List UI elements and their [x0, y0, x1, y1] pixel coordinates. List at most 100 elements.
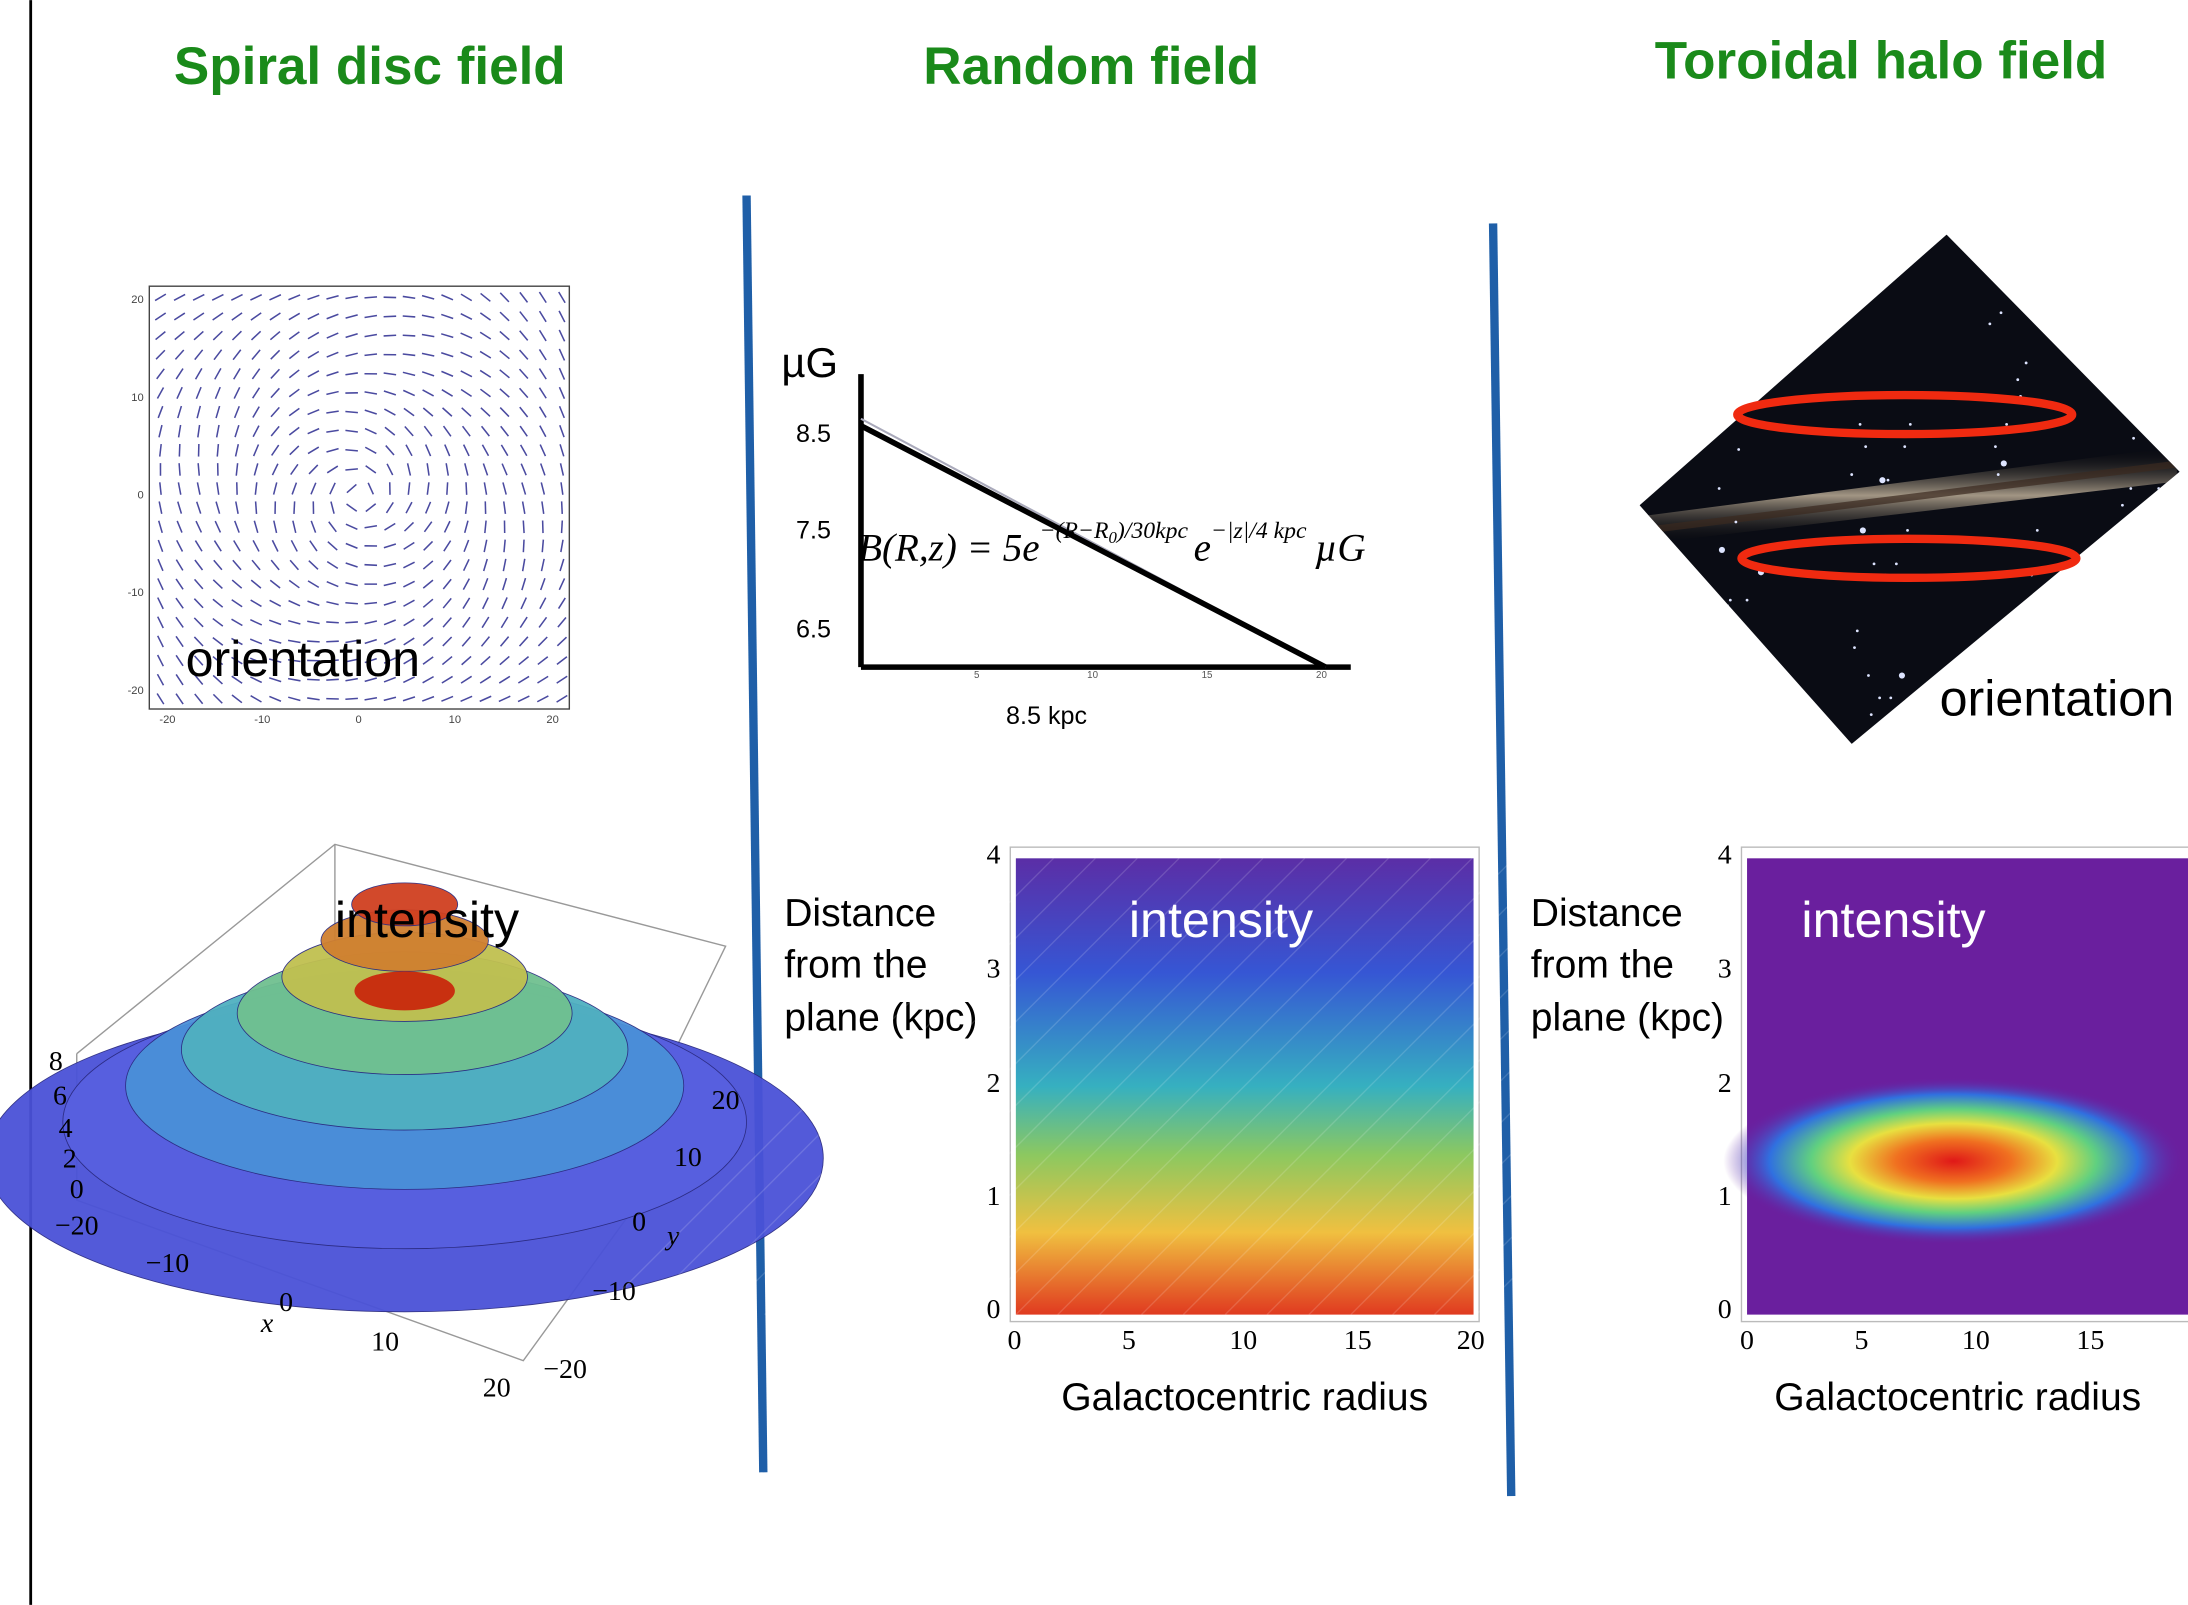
field-arrow — [560, 444, 564, 456]
star — [1909, 423, 1912, 426]
field-arrow — [423, 677, 434, 683]
field-arrow — [196, 521, 201, 532]
field-arrow — [540, 407, 546, 418]
star — [1738, 686, 1744, 692]
field-arrow — [327, 372, 339, 376]
field-arrow — [159, 501, 162, 513]
field-arrow — [158, 636, 164, 647]
field-arrow — [289, 370, 299, 378]
star — [1878, 696, 1881, 699]
field-arrow — [255, 482, 256, 494]
z-tick-label: 4 — [59, 1113, 73, 1144]
plot-label: intensity — [1801, 892, 1986, 948]
field-arrow — [464, 559, 469, 570]
field-arrow — [502, 464, 507, 476]
field-arrow — [293, 521, 296, 533]
field-arrow — [194, 331, 203, 339]
field-arrow — [426, 445, 431, 457]
field-arrow — [557, 696, 568, 703]
star — [1906, 529, 1909, 532]
field-arrow — [423, 618, 433, 626]
field-arrow — [442, 676, 453, 683]
x-tick-label: 5 — [974, 670, 980, 681]
field-arrow — [158, 578, 163, 589]
field-arrow — [499, 696, 510, 701]
field-arrow — [156, 350, 165, 359]
field-arrow — [326, 392, 338, 395]
field-arrow — [272, 464, 277, 475]
field-arrow — [403, 390, 414, 395]
field-arrow — [481, 637, 489, 647]
field-arrow — [197, 406, 200, 418]
star — [2040, 728, 2046, 734]
field-arrow — [481, 656, 490, 664]
field-arrow — [160, 482, 161, 494]
field-arrow — [539, 292, 546, 303]
star — [2025, 362, 2028, 365]
field-arrow — [195, 579, 203, 588]
field-arrow — [502, 597, 507, 608]
field-arrow — [445, 445, 450, 457]
y-tick-label: 0 — [1718, 1294, 1732, 1325]
field-arrow — [270, 313, 280, 320]
field-arrow — [326, 449, 338, 452]
field-arrow — [179, 463, 180, 476]
x-tick-label: 0 — [1740, 1325, 1754, 1356]
field-arrow — [424, 541, 433, 550]
field-arrow — [463, 579, 469, 590]
field-arrow — [179, 425, 181, 437]
field-arrow — [308, 352, 319, 358]
divider — [1493, 223, 1511, 1496]
field-arrow — [500, 312, 509, 321]
star — [1850, 473, 1853, 476]
unit-label: µG — [781, 339, 838, 386]
field-arrow — [329, 522, 337, 532]
star — [1757, 655, 1760, 658]
field-arrow — [326, 411, 338, 413]
field-arrow — [500, 656, 509, 664]
field-arrow — [404, 543, 415, 550]
field-arrow — [483, 598, 489, 609]
field-arrow — [484, 559, 488, 571]
plot-label: intensity — [335, 892, 520, 948]
field-arrow — [483, 463, 487, 475]
field-arrow — [466, 501, 468, 513]
field-arrow — [235, 406, 240, 418]
star — [2177, 448, 2180, 451]
star — [2146, 353, 2149, 356]
y-tick-label: 6.5 — [796, 616, 831, 644]
x-tick-label: 0 — [279, 1287, 293, 1318]
field-arrow — [485, 521, 486, 533]
field-arrow — [231, 295, 242, 301]
field-arrow — [484, 540, 487, 552]
field-arrow — [559, 368, 564, 379]
star — [1637, 234, 1643, 240]
field-arrow — [270, 600, 281, 606]
field-arrow — [540, 311, 547, 322]
y-tick-label: 3 — [987, 954, 1001, 985]
field-arrow — [408, 482, 409, 494]
field-arrow — [307, 295, 319, 299]
field-arrow — [501, 637, 509, 647]
field-arrow — [288, 621, 300, 624]
field-arrow — [291, 540, 297, 551]
field-arrow — [560, 406, 565, 418]
field-arrow — [326, 296, 338, 299]
field-arrow — [384, 409, 395, 415]
field-arrow — [217, 425, 219, 437]
field-arrow — [503, 578, 507, 590]
field-arrow — [386, 446, 394, 455]
field-arrow — [461, 389, 471, 396]
field-arrow — [308, 601, 320, 605]
field-arrow — [289, 427, 299, 435]
field-arrow — [346, 544, 358, 549]
field-arrow — [254, 521, 257, 533]
field-arrow — [442, 390, 453, 396]
field-arrow — [441, 696, 453, 701]
field-arrow — [311, 521, 315, 533]
x-tick-label: -10 — [254, 714, 270, 726]
field-arrow — [466, 482, 467, 495]
field-arrow — [214, 350, 222, 360]
y-tick-label: 1 — [1718, 1181, 1732, 1212]
field-arrow — [520, 312, 528, 322]
